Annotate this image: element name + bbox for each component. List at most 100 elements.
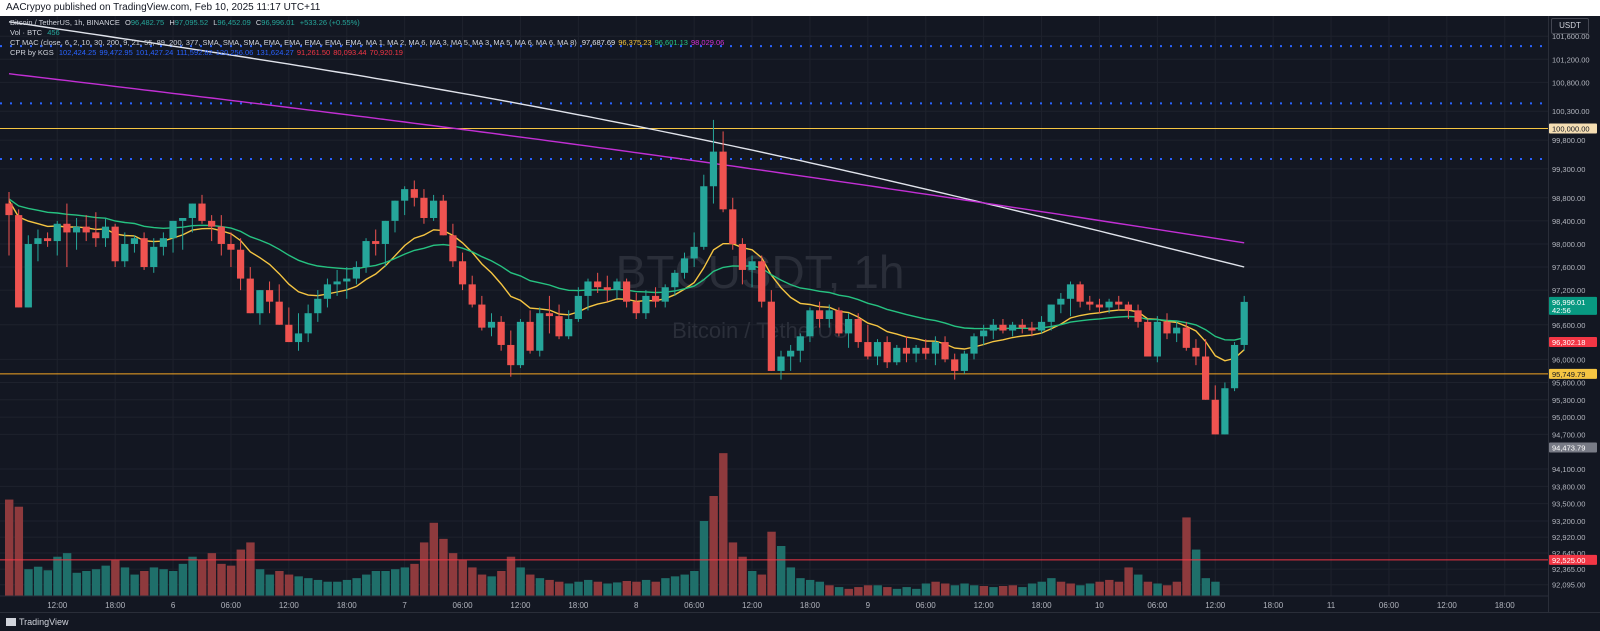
candle-body[interactable] — [1076, 284, 1084, 302]
candle-body[interactable] — [121, 243, 129, 262]
candle-body[interactable] — [767, 301, 775, 371]
candle-body[interactable] — [873, 342, 882, 357]
candle-body[interactable] — [217, 226, 225, 244]
candle-body[interactable] — [294, 333, 303, 343]
candle-body[interactable] — [208, 220, 216, 227]
candle-body[interactable] — [1230, 344, 1239, 389]
candle-body[interactable] — [594, 281, 602, 288]
candle-body[interactable] — [246, 278, 254, 314]
candle-body[interactable] — [1115, 301, 1123, 305]
candle-body[interactable] — [111, 226, 119, 262]
candle-body[interactable] — [1066, 284, 1075, 299]
candle-body[interactable] — [24, 243, 32, 308]
candle-body[interactable] — [227, 243, 235, 250]
candle-body[interactable] — [487, 321, 496, 328]
candle-body[interactable] — [931, 342, 939, 354]
candle-body[interactable] — [632, 301, 640, 314]
candle-body[interactable] — [1095, 304, 1104, 308]
candle-body[interactable] — [1144, 321, 1152, 357]
candle-body[interactable] — [816, 310, 824, 319]
candle-body[interactable] — [526, 321, 534, 351]
candle-body[interactable] — [603, 287, 611, 291]
candle-body[interactable] — [458, 261, 467, 285]
cpr-indicator-label[interactable]: CPR by KGS — [10, 48, 54, 57]
candle-body[interactable] — [256, 290, 264, 314]
candle-body[interactable] — [1124, 304, 1132, 311]
candle-body[interactable] — [169, 220, 177, 239]
candle-body[interactable] — [516, 321, 525, 366]
candle-body[interactable] — [478, 304, 486, 328]
candle-body[interactable] — [420, 197, 428, 218]
candle-body[interactable] — [1163, 321, 1171, 334]
candle-body[interactable] — [304, 313, 312, 334]
candle-body[interactable] — [941, 342, 949, 360]
candle-body[interactable] — [989, 324, 997, 331]
candle-body[interactable] — [700, 186, 708, 247]
candle-body[interactable] — [352, 267, 360, 279]
candle-body[interactable] — [372, 241, 380, 244]
candle-body[interactable] — [381, 220, 389, 244]
candle-body[interactable] — [140, 238, 148, 268]
candle-body[interactable] — [1134, 310, 1142, 322]
candle-body[interactable] — [44, 238, 52, 242]
candle-body[interactable] — [430, 200, 438, 218]
candle-body[interactable] — [854, 318, 862, 343]
symbol-label[interactable]: Bitcoin / TetherUS, 1h, BINANCE — [10, 18, 120, 27]
candle-body[interactable] — [401, 189, 409, 201]
candle-body[interactable] — [864, 342, 872, 357]
candle-body[interactable] — [729, 209, 737, 244]
candle-body[interactable] — [1028, 327, 1036, 331]
candle-body[interactable] — [1047, 304, 1055, 322]
candle-body[interactable] — [1086, 301, 1094, 305]
candle-body[interactable] — [738, 243, 746, 270]
candle-body[interactable] — [690, 246, 698, 259]
candle-body[interactable] — [796, 336, 804, 351]
candle-body[interactable] — [651, 295, 660, 302]
candle-body[interactable] — [999, 324, 1007, 331]
price-axis[interactable]: 101,600.00 101,200.00 100,800.00 100,300.00… — [1548, 16, 1600, 612]
candle-body[interactable] — [92, 232, 100, 239]
candle-body[interactable] — [1173, 327, 1181, 334]
candle-body[interactable] — [922, 347, 930, 354]
candle-body[interactable] — [545, 313, 553, 317]
candle-body[interactable] — [1018, 324, 1026, 328]
candle-body[interactable] — [951, 359, 959, 371]
candle-body[interactable] — [574, 295, 582, 319]
candle-body[interactable] — [468, 284, 476, 305]
candle-body[interactable] — [449, 235, 457, 262]
candle-body[interactable] — [323, 284, 332, 299]
candle-body[interactable] — [883, 342, 891, 363]
volume-label[interactable]: Vol · BTC — [10, 28, 43, 37]
candle-body[interactable] — [719, 151, 727, 210]
candle-body[interactable] — [159, 238, 167, 247]
candle-body[interactable] — [980, 330, 988, 337]
candle-body[interactable] — [362, 241, 370, 268]
candle-body[interactable] — [285, 324, 293, 343]
tradingview-logo[interactable]: TradingView — [6, 617, 69, 627]
candle-body[interactable] — [565, 318, 573, 337]
candle-body[interactable] — [1057, 298, 1065, 305]
candle-body[interactable] — [497, 321, 505, 345]
candle-body[interactable] — [391, 200, 399, 221]
candle-body[interactable] — [1192, 347, 1200, 357]
candle-body[interactable] — [439, 200, 447, 236]
candle-body[interactable] — [275, 301, 283, 325]
candle-body[interactable] — [1202, 356, 1210, 400]
candle-body[interactable] — [343, 278, 351, 282]
candle-body[interactable] — [642, 295, 650, 314]
candle-body[interactable] — [333, 281, 341, 285]
candle-body[interactable] — [613, 281, 621, 291]
candle-body[interactable] — [237, 249, 245, 279]
candle-body[interactable] — [623, 281, 631, 302]
candle-body[interactable] — [188, 203, 196, 218]
ma-indicator-label[interactable]: CT MAC (close, 6, 2, 10, 30, 200, 9, 21,… — [10, 38, 577, 47]
candle-body[interactable] — [709, 151, 718, 187]
candle-body[interactable] — [584, 281, 592, 296]
candle-body[interactable] — [1182, 327, 1190, 348]
candle-body[interactable] — [15, 215, 23, 308]
candle-body[interactable] — [5, 203, 13, 216]
candle-body[interactable] — [777, 356, 785, 371]
candle-body[interactable] — [555, 316, 563, 337]
candle-body[interactable] — [53, 223, 61, 242]
candle-body[interactable] — [748, 261, 756, 270]
